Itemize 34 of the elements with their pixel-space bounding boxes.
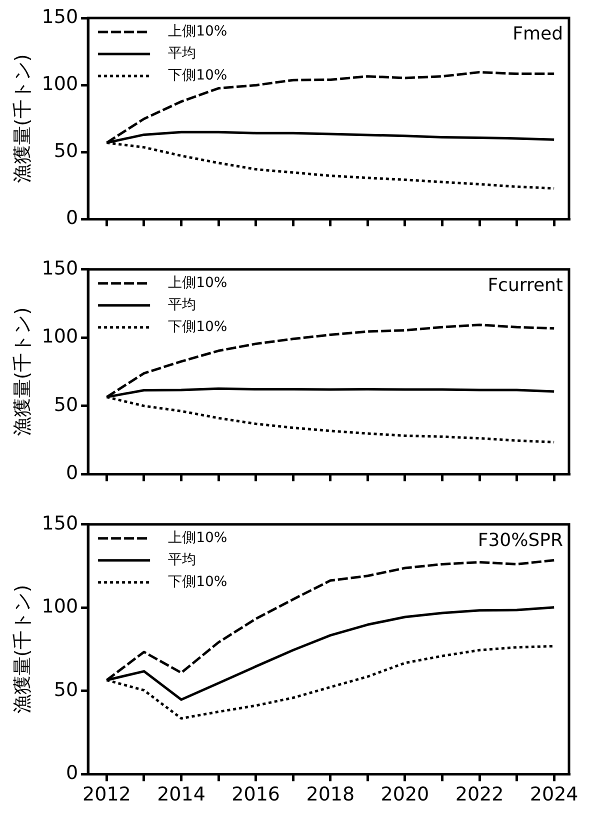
legend-label: 上側10% bbox=[168, 530, 228, 546]
annotation: F30%SPR bbox=[478, 530, 563, 552]
y-tick-label: 150 bbox=[42, 257, 78, 280]
y-tick-label: 100 bbox=[42, 326, 78, 348]
y-tick-label: 0 bbox=[66, 462, 78, 484]
x-tick-label: 2018 bbox=[306, 784, 355, 806]
legend-label: 平均 bbox=[168, 46, 196, 62]
y-tick-label: 0 bbox=[66, 762, 78, 784]
legend-label: 平均 bbox=[168, 552, 196, 568]
legend-label: 下側10% bbox=[168, 574, 228, 590]
y-tick-label: 100 bbox=[42, 73, 78, 96]
x-tick-label: 2014 bbox=[157, 784, 206, 806]
y-tick-label: 150 bbox=[42, 512, 78, 534]
annotation: Fcurrent bbox=[488, 275, 563, 296]
y-tick-label: 50 bbox=[54, 678, 78, 701]
legend-label: 上側10% bbox=[168, 24, 228, 40]
legend-label: 上側10% bbox=[168, 275, 228, 292]
annotation: Fmed bbox=[512, 24, 563, 45]
y-tick-label: 0 bbox=[66, 207, 78, 230]
x-tick-label: 2022 bbox=[455, 784, 504, 806]
x-tick-label: 2016 bbox=[232, 784, 280, 806]
y-axis-title: 漁獲量(千トン) bbox=[11, 584, 34, 714]
legend-label: 平均 bbox=[168, 297, 196, 314]
x-tick-label: 2020 bbox=[380, 784, 430, 806]
legend-label: 下側10% bbox=[168, 68, 228, 84]
y-axis-title: 漁獲量(千トン) bbox=[11, 54, 34, 184]
legend-label: 下側10% bbox=[168, 319, 228, 336]
x-tick-label: 2012 bbox=[82, 784, 131, 806]
x-tick-label: 2024 bbox=[530, 784, 578, 806]
y-tick-label: 50 bbox=[54, 394, 78, 416]
y-tick-label: 50 bbox=[54, 140, 78, 162]
y-tick-label: 150 bbox=[42, 6, 78, 28]
y-tick-label: 100 bbox=[42, 596, 78, 618]
y-axis-title: 漁獲量(千トン) bbox=[11, 307, 34, 436]
